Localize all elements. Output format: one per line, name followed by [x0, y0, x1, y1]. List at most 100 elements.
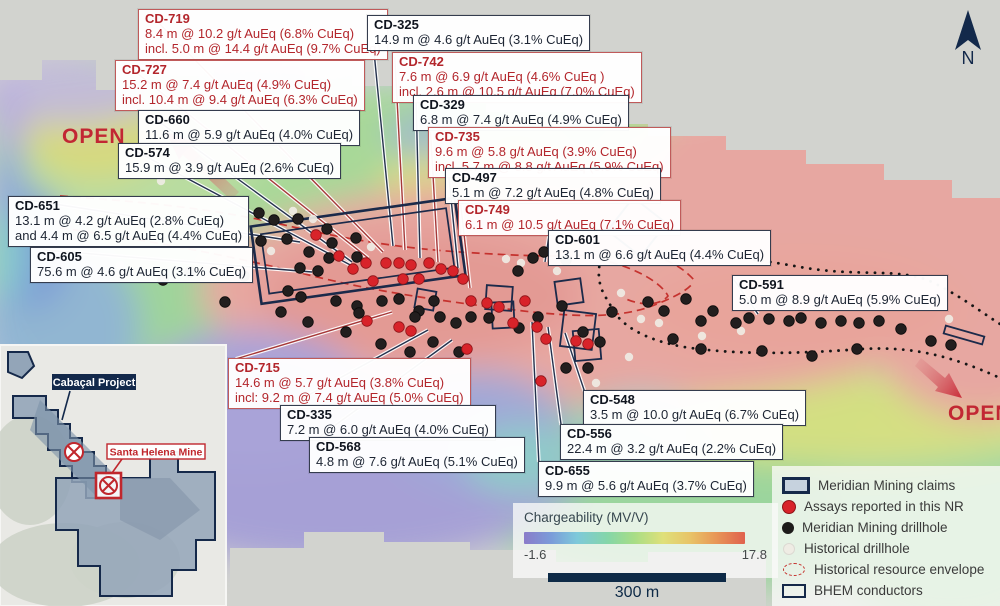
meridian-drillhole-dot	[428, 295, 440, 307]
callout-assay-line: incl. 5.0 m @ 14.4 g/t AuEq (9.7% CuEq)	[145, 41, 381, 57]
santa-helena-mine-symbol	[94, 471, 123, 500]
meridian-drillhole-dot	[292, 213, 304, 225]
callout-title: CD-727	[122, 62, 167, 77]
assay-drillhole-dot	[367, 275, 379, 287]
callout-cd-742: CD-742 7.6 m @ 6.9 g/t AuEq (4.6% CuEq ) i…	[392, 52, 642, 104]
assay-drillhole-dot	[435, 263, 447, 275]
callout-assay-line: 9.6 m @ 5.8 g/t AuEq (3.9% CuEq)	[435, 144, 637, 160]
callout-cd-574: CD-574 15.9 m @ 3.9 g/t AuEq (2.6% CuEq)	[118, 143, 342, 180]
assay-drillhole-dot	[461, 343, 473, 355]
meridian-drillhole-dot	[763, 313, 775, 325]
callout-title: CD-605	[37, 249, 82, 264]
meridian-drillhole-dot	[253, 207, 265, 219]
callout-title: CD-719	[145, 11, 190, 26]
callout-assay-line: incl. 10.4 m @ 9.4 g/t AuEq (6.3% CuEq)	[122, 92, 358, 108]
callout-assay-line: 8.4 m @ 10.2 g/t AuEq (6.8% CuEq)	[145, 26, 355, 42]
claims-legend-swatch-icon	[782, 477, 810, 494]
callout-cd-655: CD-655 9.9 m @ 5.6 g/t AuEq (3.7% CuEq)	[538, 461, 754, 498]
callout-cd-591: CD-591 5.0 m @ 8.9 g/t AuEq (5.9% CuEq)	[732, 275, 948, 312]
legend-item-assay-red: Assays reported in this NR	[782, 496, 990, 517]
meridian-drillhole-dot	[483, 312, 495, 324]
callout-assay-line: incl: 9.2 m @ 7.4 g/t AuEq (5.0% CuEq)	[235, 390, 464, 406]
meridian-drillhole-dot	[393, 293, 405, 305]
map-legend: Meridian Mining claims Assays reported in…	[772, 466, 1000, 606]
meridian-drillhole-dot	[465, 311, 477, 323]
meridian-drillhole-dot	[219, 296, 231, 308]
assay-drillhole-dot	[465, 295, 477, 307]
assay-drillhole-dot	[333, 250, 345, 262]
meridian-drillhole-dot	[512, 265, 524, 277]
callout-cd-605: CD-605 75.6 m @ 4.6 g/t AuEq (3.1% CuEq)	[30, 247, 254, 284]
callout-title: CD-715	[235, 360, 280, 375]
legend-label: Meridian Mining claims	[818, 478, 956, 493]
historical-drillhole-dot	[624, 352, 634, 362]
meridian-drillhole-dot	[527, 252, 539, 264]
callout-assay-line: 6.8 m @ 7.4 g/t AuEq (4.9% CuEq)	[420, 112, 622, 128]
meridian-drillhole-dot	[695, 343, 707, 355]
historical-drillhole-dot	[944, 314, 954, 324]
legend-item-claims: Meridian Mining claims	[782, 475, 990, 496]
meridian-drillhole-dot	[815, 317, 827, 329]
callout-assay-line: 11.6 m @ 5.9 g/t AuEq (4.0% CuEq)	[145, 127, 354, 143]
meridian-drillhole-dot	[556, 300, 568, 312]
meridian-drillhole-dot	[302, 316, 314, 328]
meridian-drillhole-dot	[895, 323, 907, 335]
assay-drillhole-dot	[582, 338, 594, 350]
assay-drillhole-dot	[447, 265, 459, 277]
callout-assay-line: 5.1 m @ 7.2 g/t AuEq (4.8% CuEq)	[452, 185, 654, 201]
assay-red-legend-swatch-icon	[782, 499, 796, 514]
meridian-drillhole-dot	[853, 317, 865, 329]
callout-cd-715: CD-715 14.6 m @ 5.7 g/t AuEq (3.8% CuEq) i…	[228, 358, 471, 410]
callout-assay-line: 13.1 m @ 4.2 g/t AuEq (2.8% CuEq)	[15, 213, 225, 229]
meridian-drillhole-dot	[582, 362, 594, 374]
legend-label: Historical resource envelope	[814, 562, 985, 577]
meridian-drillhole-dot	[353, 307, 365, 319]
assay-drillhole-dot	[360, 257, 372, 269]
callout-cd-548: CD-548 3.5 m @ 10.0 g/t AuEq (6.7% CuEq)	[583, 390, 807, 427]
meridian-drillhole-dot	[707, 305, 719, 317]
callout-assay-line: 5.0 m @ 8.9 g/t AuEq (5.9% CuEq)	[739, 292, 941, 308]
callout-title: CD-497	[452, 170, 497, 185]
meridian-drillhole-dot	[873, 315, 885, 327]
callout-cd-329: CD-329 6.8 m @ 7.4 g/t AuEq (4.9% CuEq)	[413, 95, 629, 132]
meridian-drillhole-dot	[326, 237, 338, 249]
meridian-drillhole-dot	[532, 311, 544, 323]
meridian-drillhole-dot	[294, 262, 306, 274]
assay-drillhole-dot	[535, 375, 547, 387]
inset-mine-label: Santa Helena Mine	[110, 447, 203, 459]
callout-assay-line: 75.6 m @ 4.6 g/t AuEq (3.1% CuEq)	[37, 264, 247, 280]
assay-drillhole-dot	[347, 263, 359, 275]
callout-cd-660: CD-660 11.6 m @ 5.9 g/t AuEq (4.0% CuEq)	[138, 110, 361, 147]
callout-assay-line: 6.1 m @ 10.5 g/t AuEq (7.1% CuEq)	[465, 217, 675, 233]
meridian-drillhole-dot	[275, 306, 287, 318]
callout-title: CD-660	[145, 112, 190, 127]
callout-cd-568: CD-568 4.8 m @ 7.6 g/t AuEq (5.1% CuEq)	[309, 437, 525, 474]
callout-assay-line: 7.6 m @ 6.9 g/t AuEq (4.6% CuEq )	[399, 69, 605, 85]
callout-title: CD-329	[420, 97, 465, 112]
meridian-drillhole-dot	[577, 326, 589, 338]
assay-drillhole-dot	[423, 257, 435, 269]
drill-black-legend-swatch-icon	[782, 521, 794, 534]
callout-assay-line: 13.1 m @ 6.6 g/t AuEq (4.4% CuEq)	[555, 247, 765, 263]
mine-symbol	[64, 442, 84, 462]
meridian-drillhole-dot	[695, 315, 707, 327]
assay-drillhole-dot	[413, 273, 425, 285]
historical-drillhole-dot	[552, 266, 562, 276]
legend-item-envelope: Historical resource envelope	[782, 559, 990, 580]
callout-cd-335: CD-335 7.2 m @ 6.0 g/t AuEq (4.0% CuEq)	[280, 405, 496, 442]
historical-drillhole-dot	[636, 314, 646, 324]
legend-item-bhem: BHEM conductors	[782, 580, 990, 601]
callout-title: CD-749	[465, 202, 510, 217]
assay-drillhole-dot	[393, 321, 405, 333]
historical-drillhole-dot	[501, 254, 511, 264]
callout-cd-601: CD-601 13.1 m @ 6.6 g/t AuEq (4.4% CuEq)	[548, 230, 772, 267]
legend-label: Meridian Mining drillhole	[802, 520, 948, 535]
meridian-drillhole-dot	[835, 315, 847, 327]
meridian-drillhole-dot	[404, 346, 416, 358]
callout-assay-line: and 4.4 m @ 6.5 g/t AuEq (4.4% CuEq)	[15, 228, 243, 244]
historical-drillhole-dot	[736, 326, 746, 336]
historical-drillhole-dot	[516, 258, 526, 268]
callout-title: CD-655	[545, 463, 590, 478]
callout-title: CD-574	[125, 145, 170, 160]
